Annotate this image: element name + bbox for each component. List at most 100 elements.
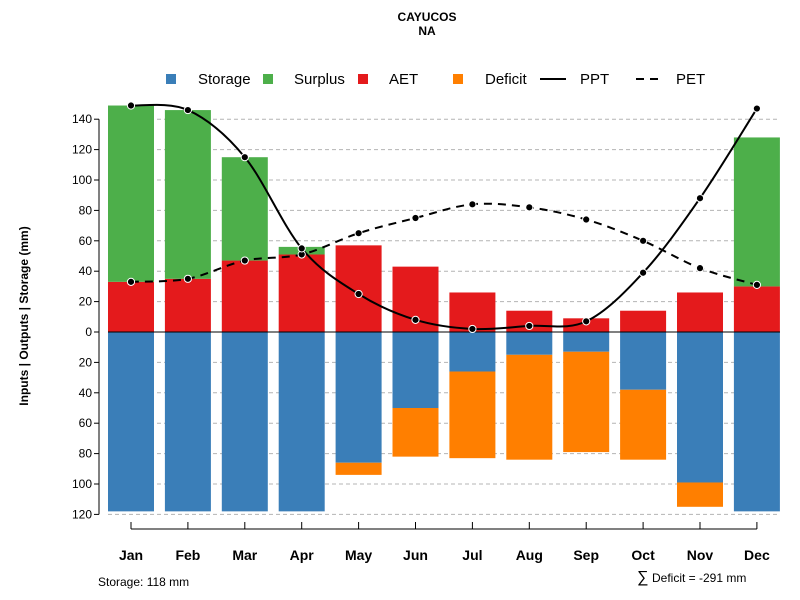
pet-point-mar	[240, 256, 249, 265]
deficit-bar-jun	[392, 408, 439, 457]
storage-bar-jan	[108, 332, 154, 512]
x-tick-label-feb: Feb	[175, 547, 200, 563]
legend-label-deficit: Deficit	[485, 71, 528, 88]
ppt-point-oct	[639, 268, 648, 277]
legend-label-ppt: PPT	[580, 71, 609, 88]
pet-point-jul	[468, 200, 477, 209]
deficit-bar-may	[335, 462, 382, 475]
chart-subtitle: NA	[418, 24, 436, 38]
surplus-bar-mar	[221, 157, 268, 261]
x-tick-label-apr: Apr	[290, 547, 315, 563]
ppt-point-nov	[695, 194, 705, 203]
y-tick-label: 60	[79, 234, 93, 248]
chart-title: CAYUCOS	[398, 10, 457, 24]
y-tick-label: 80	[79, 447, 93, 461]
aet-bar-nov	[677, 292, 723, 332]
pet-point-sep	[582, 215, 591, 224]
y-tick-label: 100	[72, 173, 92, 187]
x-tick-label-mar: Mar	[232, 547, 257, 563]
points	[126, 101, 762, 334]
surplus-bar-jan	[108, 105, 154, 282]
legend-swatch-deficit	[453, 74, 463, 84]
storage-bar-dec	[733, 332, 780, 512]
pet-point-jun	[411, 213, 420, 223]
ppt-point-jul	[468, 324, 477, 334]
x-axis: Jan Feb Mar Apr May Jun Jul Aug Sep Oct Nov Dec	[119, 522, 770, 563]
aet-bar-jan	[108, 281, 154, 332]
storage-bar-nov	[677, 332, 723, 483]
ppt-point-mar	[240, 153, 249, 162]
storage-bar-oct	[620, 332, 667, 390]
y-tick-label: 20	[79, 295, 93, 309]
storage-bar-jun	[392, 332, 439, 408]
legend-swatch-storage	[166, 74, 176, 84]
legend-label-surplus: Surplus	[294, 71, 345, 88]
legend-swatch-surplus	[263, 74, 273, 84]
deficit-bar-oct	[620, 389, 667, 460]
storage-bar-jul	[449, 332, 496, 372]
deficit-bar-sep	[563, 351, 610, 453]
pet-point-aug	[525, 203, 534, 212]
surplus-bar-dec	[733, 137, 780, 287]
sum-icon: ∑	[637, 569, 648, 586]
y-tick-label: 100	[72, 477, 92, 491]
footer-deficit: Deficit = -291 mm	[652, 571, 746, 585]
aet-bar-feb	[164, 278, 211, 332]
x-tick-label-jul: Jul	[462, 547, 482, 563]
storage-bar-aug	[506, 332, 553, 355]
ppt-point-dec	[752, 104, 762, 113]
pet-point-feb	[183, 274, 192, 283]
aet-bar-apr	[278, 254, 325, 332]
storage-bar-apr	[278, 332, 325, 512]
pet-point-may	[354, 229, 363, 238]
storage-bar-may	[335, 332, 382, 463]
aet-bar-dec	[733, 286, 780, 332]
storage-bar-sep	[563, 332, 610, 352]
legend-label-aet: AET	[389, 71, 418, 88]
y-tick-label: 20	[79, 355, 93, 369]
y-tick-label: 80	[79, 203, 93, 217]
pet-line	[130, 202, 758, 286]
aet-bar-may	[335, 245, 382, 332]
x-tick-label-jun: Jun	[403, 547, 428, 563]
pet-point-oct	[639, 236, 648, 245]
pet-point-dec	[752, 280, 762, 289]
y-axis-label: Inputs | Outputs | Storage (mm)	[17, 226, 31, 405]
aet-bar-oct	[620, 310, 667, 332]
x-tick-label-aug: Aug	[516, 547, 543, 563]
y-tick-label: 0	[85, 325, 92, 339]
surplus-bar-feb	[164, 110, 211, 279]
pet-point-jan	[126, 277, 136, 286]
legend-label-pet: PET	[676, 71, 705, 88]
x-tick-label-sep: Sep	[573, 547, 599, 563]
y-tick-label: 140	[72, 112, 92, 126]
y-tick-label: 120	[72, 143, 92, 157]
y-tick-label: 40	[79, 264, 93, 278]
x-tick-label-may: May	[345, 547, 372, 563]
x-tick-label-dec: Dec	[744, 547, 770, 563]
ppt-point-feb	[183, 105, 192, 115]
ppt-point-jan	[126, 101, 136, 110]
ppt-point-sep	[582, 317, 591, 326]
deficit-bar-jul	[449, 371, 496, 459]
x-tick-label-oct: Oct	[631, 547, 655, 563]
footer-storage: Storage: 118 mm	[98, 575, 189, 589]
aet-bar-mar	[221, 260, 268, 332]
ppt-point-may	[354, 289, 363, 299]
y-tick-label: 60	[79, 416, 93, 430]
storage-bar-feb	[164, 332, 211, 512]
legend-label-storage: Storage	[198, 71, 251, 88]
ppt-point-aug	[525, 321, 534, 331]
y-axis: 0 20 40 60 80 100 120 140 20 40 60 80 100 120	[72, 112, 100, 521]
x-tick-label-nov: Nov	[687, 547, 714, 563]
x-tick-label-jan: Jan	[119, 547, 143, 563]
ppt-point-jun	[411, 315, 420, 324]
deficit-bar-aug	[506, 354, 553, 460]
legend: Storage Surplus AET Deficit PPT PET	[166, 71, 705, 88]
bars	[108, 105, 780, 512]
deficit-bar-nov	[677, 482, 723, 507]
y-tick-label: 40	[79, 386, 93, 400]
pet-point-nov	[695, 264, 705, 273]
storage-bar-mar	[221, 332, 268, 512]
